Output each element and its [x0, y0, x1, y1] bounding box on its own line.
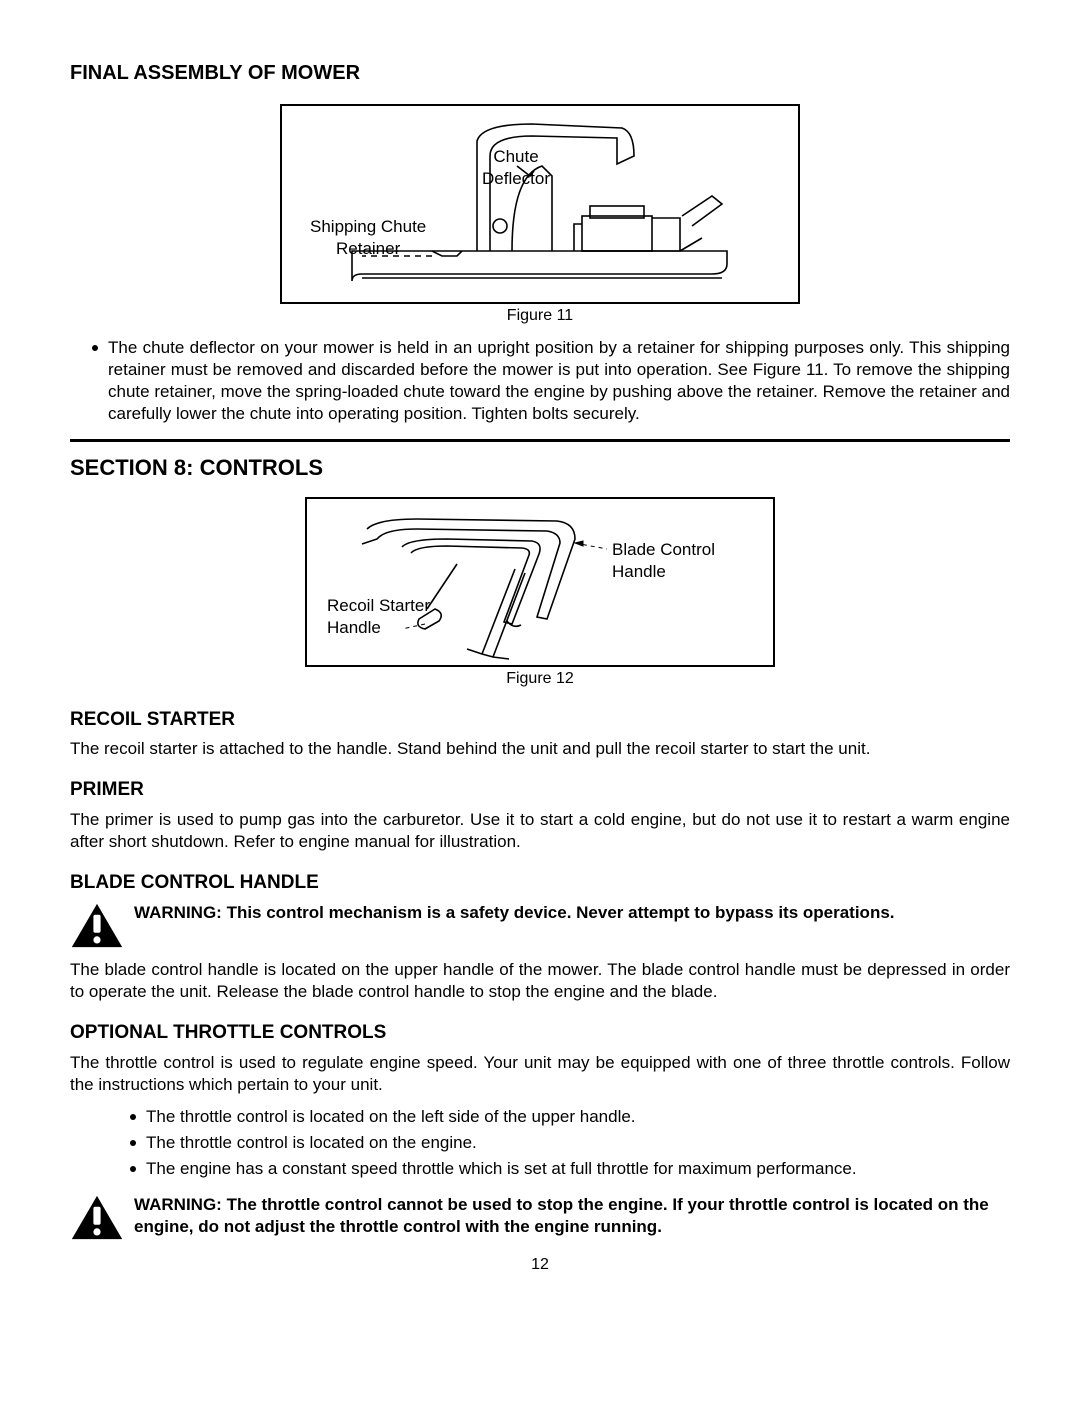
bullet-icon [92, 345, 98, 351]
bullet-icon [130, 1140, 136, 1146]
throttle-bullets: The throttle control is located on the l… [130, 1106, 1010, 1180]
blade-control-heading: BLADE CONTROL HANDLE [70, 871, 1010, 896]
blade-warning-body: This control mechanism is a safety devic… [227, 903, 895, 922]
figure-11-label-ship: Shipping Chute Retainer [310, 216, 426, 260]
figure-11-caption: Figure 11 [70, 306, 1010, 327]
warning-icon [70, 902, 124, 949]
list-item: The throttle control is located on the l… [130, 1106, 1010, 1128]
section-rule [70, 439, 1010, 442]
bullet-icon [130, 1114, 136, 1120]
recoil-starter-heading: RECOIL STARTER [70, 708, 1010, 733]
blade-control-body: The blade control handle is located on t… [70, 959, 1010, 1003]
list-item: The engine has a constant speed throttle… [130, 1158, 1010, 1180]
warning-label: WARNING: [134, 903, 222, 922]
blade-warning-row: WARNING: This control mechanism is a saf… [70, 902, 1010, 949]
warning-icon [70, 1194, 124, 1241]
figure-12-label-blade: Blade Control Handle [612, 539, 773, 583]
figure-12-svg [307, 499, 777, 669]
list-item: The chute deflector on your mower is hel… [92, 337, 1010, 425]
figure-11-svg [282, 106, 802, 306]
throttle-intro: The throttle control is used to regulate… [70, 1052, 1010, 1096]
blade-warning-text: WARNING: This control mechanism is a saf… [134, 902, 1010, 924]
figure-11-bullet-block: The chute deflector on your mower is hel… [92, 337, 1010, 425]
primer-heading: PRIMER [70, 778, 1010, 803]
throttle-bullet-2: The throttle control is located on the e… [146, 1132, 1010, 1154]
figure-11-box: Chute Deflector Shipping Chute Retainer [280, 104, 800, 304]
page-number: 12 [70, 1255, 1010, 1276]
bullet-icon [130, 1166, 136, 1172]
final-assembly-heading: FINAL ASSEMBLY OF MOWER [70, 60, 1010, 86]
throttle-warning-text: WARNING: The throttle control cannot be … [134, 1194, 1010, 1238]
figure-12-caption: Figure 12 [70, 669, 1010, 690]
warning-label: WARNING: [134, 1195, 222, 1214]
recoil-starter-body: The recoil starter is attached to the ha… [70, 738, 1010, 760]
throttle-heading: OPTIONAL THROTTLE CONTROLS [70, 1021, 1010, 1046]
figure-12-label-recoil: Recoil Starter Handle [327, 595, 430, 639]
throttle-warning-row: WARNING: The throttle control cannot be … [70, 1194, 1010, 1241]
throttle-bullet-3: The engine has a constant speed throttle… [146, 1158, 1010, 1180]
figure-12-box: Recoil Starter Handle Blade Control Hand… [305, 497, 775, 667]
list-item: The throttle control is located on the e… [130, 1132, 1010, 1154]
primer-body: The primer is used to pump gas into the … [70, 809, 1010, 853]
figure-11-bullet-text: The chute deflector on your mower is hel… [108, 337, 1010, 425]
throttle-bullet-1: The throttle control is located on the l… [146, 1106, 1010, 1128]
throttle-warning-body: The throttle control cannot be used to s… [134, 1195, 989, 1236]
figure-11-label-chute: Chute Deflector [482, 146, 550, 190]
section-8-heading: SECTION 8: CONTROLS [70, 454, 1010, 483]
